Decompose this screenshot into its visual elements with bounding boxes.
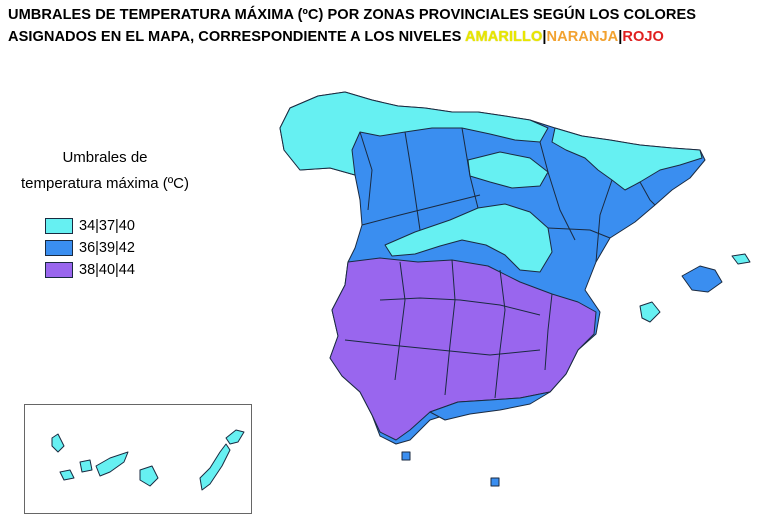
legend-item: 36|39|42 (45, 237, 135, 259)
legend-item-label: 36|39|42 (79, 240, 135, 256)
legend-swatch-blue (45, 240, 73, 256)
legend-title-line-2: temperatura máxima (ºC) (20, 175, 190, 192)
legend-item-label: 34|37|40 (79, 218, 135, 234)
legend-swatch-cyan (45, 218, 73, 234)
legend-title: Umbrales de temperatura máxima (ºC) (10, 145, 200, 197)
north-coast-cyan-zone (279, 91, 549, 176)
level-orange-label: NARANJA (546, 29, 619, 45)
northeast-cyan-zone (551, 127, 703, 191)
map-title: UMBRALES DE TEMPERATURA MÁXIMA (ºC) POR … (8, 4, 764, 48)
legend-swatch-purple (45, 262, 73, 278)
island-fuerteventura (199, 443, 231, 491)
level-yellow-label: AMARILLO (464, 29, 543, 45)
island-lanzarote (225, 429, 245, 445)
island-menorca (731, 253, 751, 265)
ceuta-square (401, 451, 411, 461)
central-cyan-band (384, 203, 553, 273)
title-line-2: ASIGNADOS EN EL MAPA, CORRESPONDIENTE A … (8, 26, 764, 48)
level-separator: | (542, 29, 547, 45)
legend-item-label: 38|40|44 (79, 262, 135, 278)
level-red-label: ROJO (622, 29, 664, 45)
legend-item: 34|37|40 (45, 215, 135, 237)
island-el-hierro (59, 469, 75, 481)
title-line-2-prefix: ASIGNADOS EN EL MAPA, CORRESPONDIENTE A … (8, 29, 462, 45)
canary-islands-inset (24, 404, 252, 514)
legend: 34|37|40 36|39|42 38|40|44 (45, 215, 135, 281)
island-la-gomera (79, 459, 93, 473)
inner-cyan-zone-ebro (467, 151, 549, 189)
legend-title-line-1: Umbrales de (62, 149, 148, 166)
legend-item: 38|40|44 (45, 259, 135, 281)
island-mallorca (681, 265, 723, 293)
southeast-blue-zone (429, 391, 551, 421)
island-tenerife (95, 451, 129, 477)
island-ibiza (639, 301, 661, 323)
island-gran-canaria (139, 465, 159, 487)
island-la-palma (51, 433, 65, 453)
title-line-1: UMBRALES DE TEMPERATURA MÁXIMA (ºC) POR … (8, 7, 697, 23)
melilla-square (490, 477, 500, 487)
level-separator: | (618, 29, 623, 45)
